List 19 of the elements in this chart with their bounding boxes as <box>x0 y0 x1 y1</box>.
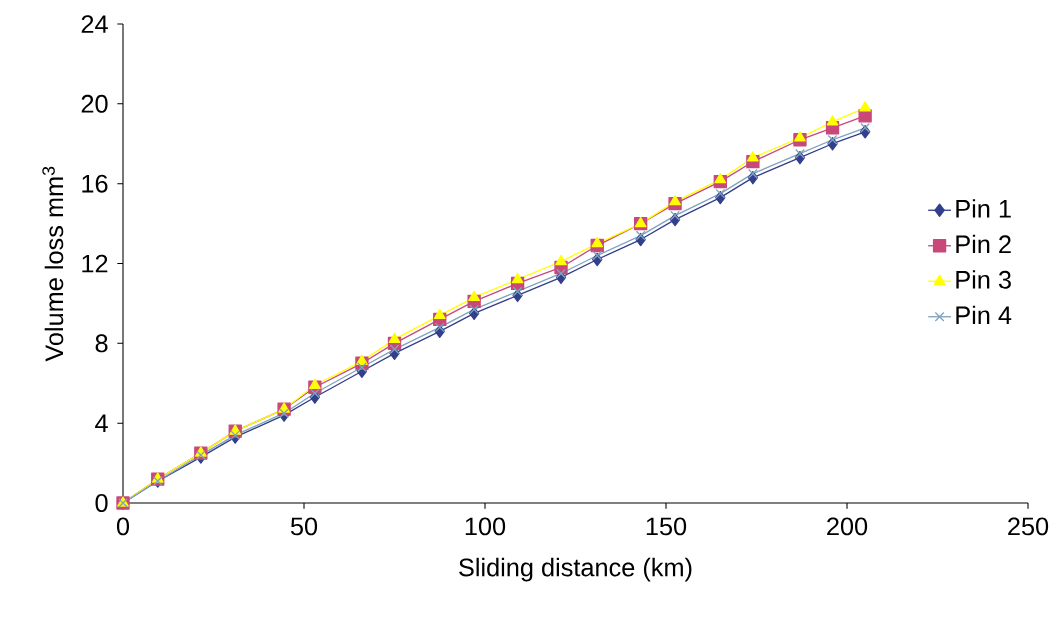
legend-label: Pin 1 <box>956 199 1011 218</box>
y-tick-label: 0 <box>95 494 108 512</box>
y-tick-label: 20 <box>81 94 108 113</box>
y-tick-label: 4 <box>95 414 108 432</box>
legend-label: Pin 2 <box>956 234 1011 254</box>
x-axis-title: Sliding distance (km) <box>459 557 692 582</box>
y-tick-label: 16 <box>82 174 108 193</box>
legend-label: Pin 3 <box>956 270 1011 289</box>
x-tick-label: 50 <box>290 517 318 536</box>
y-tick-label: 24 <box>81 15 108 33</box>
x-tick-label: 150 <box>646 517 687 536</box>
y-tick-label: 8 <box>95 334 108 353</box>
x-tick-label: 100 <box>465 517 506 536</box>
legend-label: Pin 4 <box>956 305 1012 325</box>
y-tick-label: 12 <box>82 254 108 273</box>
x-tick-label: 200 <box>827 517 868 536</box>
x-tick-label: 0 <box>116 517 130 536</box>
y-axis-title: Volume loss mm$^{3}$ <box>42 166 64 362</box>
x-tick-label: 250 <box>1008 517 1049 536</box>
